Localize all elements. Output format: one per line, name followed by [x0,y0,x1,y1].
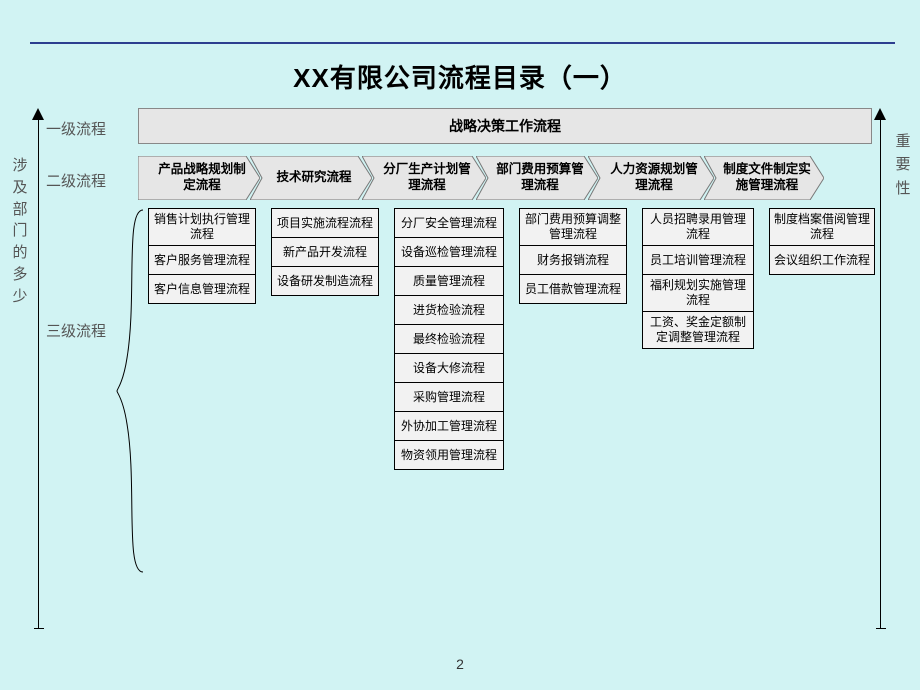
level2-chevron: 人力资源规划管理流程 [588,156,714,200]
chevron-label: 技术研究流程 [276,170,351,186]
level3-column: 制度档案借阅管理流程会议组织工作流程 [769,208,875,470]
page-title: XX有限公司流程目录（一） [0,58,920,95]
level3-column: 销售计划执行管理流程客户服务管理流程客户信息管理流程 [148,208,256,470]
level2-chevron: 产品战略规划制定流程 [138,156,260,200]
chevron-label: 分厂生产计划管理流程 [380,162,473,193]
process-cell: 物资领用管理流程 [394,440,504,470]
process-cell: 采购管理流程 [394,382,504,412]
chevron-label: 产品战略规划制定流程 [156,162,248,193]
process-cell: 客户信息管理流程 [148,274,256,304]
level3-column: 部门费用预算调整管理流程财务报销流程员工借款管理流程 [519,208,627,470]
level3-columns: 销售计划执行管理流程客户服务管理流程客户信息管理流程项目实施流程流程新产品开发流… [148,208,875,470]
level3-label: 三级流程 [46,320,106,341]
process-cell: 新产品开发流程 [271,237,379,267]
level2-chevron-row: 产品战略规划制定流程 技术研究流程 分厂生产计划管理流程 部门费用预算管理流程 … [138,156,878,202]
page-number: 2 [0,656,920,672]
process-cell: 设备巡检管理流程 [394,237,504,267]
process-cell: 部门费用预算调整管理流程 [519,208,627,246]
level2-label: 二级流程 [46,170,106,191]
process-cell: 外协加工管理流程 [394,411,504,441]
process-cell: 人员招聘录用管理流程 [642,208,754,246]
level2-chevron: 制度文件制定实施管理流程 [704,156,824,200]
curly-brace [115,208,145,574]
process-cell: 客户服务管理流程 [148,245,256,275]
process-cell: 工资、奖金定额制定调整管理流程 [642,311,754,349]
level1-label: 一级流程 [46,118,106,139]
process-cell: 制度档案借阅管理流程 [769,208,875,246]
process-cell: 员工培训管理流程 [642,245,754,275]
process-cell: 福利规划实施管理流程 [642,274,754,312]
level3-column: 人员招聘录用管理流程员工培训管理流程福利规划实施管理流程工资、奖金定额制定调整管… [642,208,754,470]
chevron-label: 制度文件制定实施管理流程 [722,162,812,193]
process-cell: 设备研发制造流程 [271,266,379,296]
level3-column: 项目实施流程流程新产品开发流程设备研发制造流程 [271,208,379,470]
process-cell: 项目实施流程流程 [271,208,379,238]
left-axis-label: 涉及部门的多少 [11,155,29,307]
process-cell: 会议组织工作流程 [769,245,875,275]
top-rule [30,42,895,44]
left-axis [32,108,46,628]
level2-chevron: 技术研究流程 [250,156,372,200]
process-cell: 员工借款管理流程 [519,274,627,304]
process-cell: 销售计划执行管理流程 [148,208,256,246]
level2-chevron: 分厂生产计划管理流程 [362,156,486,200]
process-cell: 最终检验流程 [394,324,504,354]
chevron-label: 部门费用预算管理流程 [494,162,586,193]
level2-chevron: 部门费用预算管理流程 [476,156,598,200]
process-cell: 设备大修流程 [394,353,504,383]
process-cell: 财务报销流程 [519,245,627,275]
process-cell: 进货检验流程 [394,295,504,325]
process-cell: 分厂安全管理流程 [394,208,504,238]
level1-process-text: 战略决策工作流程 [449,116,561,136]
level1-process-box: 战略决策工作流程 [138,108,872,144]
process-cell: 质量管理流程 [394,266,504,296]
chevron-label: 人力资源规划管理流程 [606,162,701,193]
right-axis-label: 重要性 [894,130,912,200]
level3-column: 分厂安全管理流程设备巡检管理流程质量管理流程进货检验流程最终检验流程设备大修流程… [394,208,504,470]
